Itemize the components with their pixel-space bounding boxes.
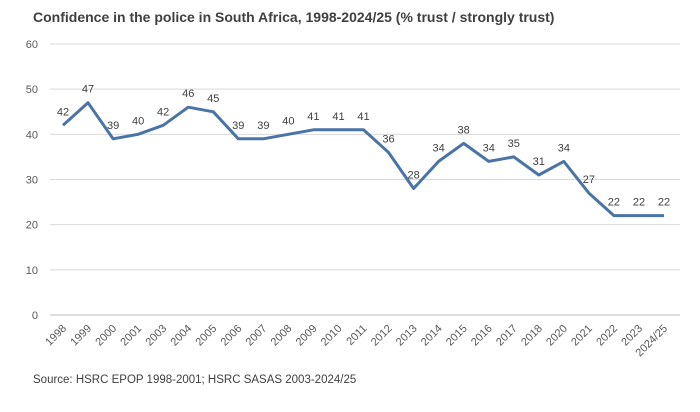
x-tick-label: 2014: [419, 323, 445, 349]
data-label: 22: [608, 197, 620, 209]
data-label: 42: [57, 106, 69, 118]
data-labels: 42 47 39 40 42 46 45 39 39 40 41 41 41 36 28 34 38 34 35 31…: [57, 84, 670, 209]
chart-title: Confidence in the police in South Africa…: [33, 9, 555, 25]
data-label: 45: [207, 93, 219, 105]
x-tick-label: 2010: [319, 323, 345, 349]
y-tick-label: 20: [26, 220, 38, 232]
data-label: 27: [583, 174, 595, 186]
y-tick-label: 60: [26, 39, 38, 51]
x-tick-label: 1999: [68, 323, 94, 349]
x-tick-label: 2020: [544, 323, 570, 349]
data-label: 22: [633, 197, 645, 209]
x-tick-label: 2015: [444, 323, 470, 349]
y-axis-ticks: 0 10 20 30 40 50 60: [26, 39, 38, 322]
data-label: 34: [558, 142, 570, 154]
x-tick-label: 2016: [469, 323, 495, 349]
x-tick-label: 2001: [118, 323, 144, 349]
data-label: 35: [508, 138, 520, 150]
y-tick-label: 40: [26, 129, 38, 141]
x-tick-label: 2012: [369, 323, 395, 349]
data-label: 39: [107, 120, 119, 132]
x-tick-label: 2004: [169, 323, 195, 349]
data-label: 47: [82, 84, 94, 96]
gridlines: [50, 43, 680, 316]
data-label: 34: [433, 142, 445, 154]
data-label: 39: [232, 120, 244, 132]
data-label: 36: [382, 133, 394, 145]
data-label: 28: [407, 170, 419, 182]
x-tick-label: 2008: [269, 323, 295, 349]
x-tick-label: 2022: [594, 323, 620, 349]
y-tick-label: 50: [26, 84, 38, 96]
data-label: 41: [332, 111, 344, 123]
x-tick-label: 2000: [93, 323, 119, 349]
x-tick-label: 2007: [244, 323, 270, 349]
series-line: [61, 101, 664, 218]
x-tick-label: 2011: [344, 323, 369, 348]
data-label: 40: [132, 115, 144, 127]
x-tick-label: 2006: [219, 323, 245, 349]
x-tick-label: 2021: [569, 323, 595, 349]
data-label: 38: [458, 124, 470, 136]
y-tick-label: 10: [26, 265, 38, 277]
data-label: 46: [182, 88, 194, 100]
data-label: 41: [357, 111, 369, 123]
x-tick-label: 2017: [494, 323, 520, 349]
data-label: 41: [307, 111, 319, 123]
x-tick-label: 1998: [43, 323, 69, 349]
y-tick-label: 30: [26, 175, 38, 187]
data-label: 39: [257, 120, 269, 132]
data-label: 22: [658, 197, 670, 209]
x-tick-label: 2003: [143, 323, 169, 349]
x-tick-label: 2005: [194, 323, 220, 349]
y-tick-label: 0: [32, 310, 38, 322]
x-tick-label: 2009: [294, 323, 320, 349]
data-label: 31: [533, 156, 545, 168]
source-note: Source: HSRC EPOP 1998-2001; HSRC SASAS …: [33, 374, 357, 386]
x-tick-label: 2018: [519, 323, 545, 349]
data-label: 34: [483, 142, 495, 154]
x-tick-label: 2013: [394, 323, 420, 349]
data-label: 40: [282, 115, 294, 127]
data-label: 42: [157, 106, 169, 118]
x-axis-ticks: 1998 1999 2000 2001 2003 2004 2005 2006 2007 2008…: [43, 323, 670, 360]
